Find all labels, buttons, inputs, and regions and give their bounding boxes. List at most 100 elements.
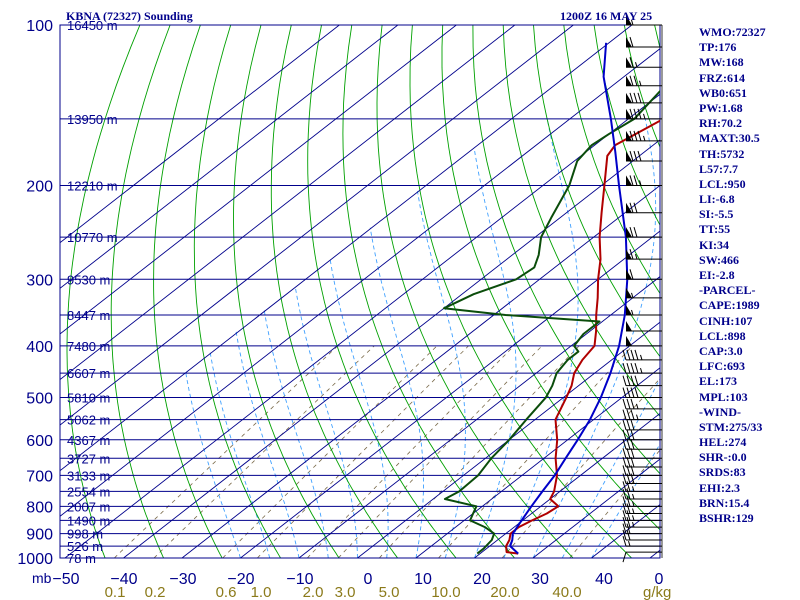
wind-barb <box>622 503 662 514</box>
stat-item: EI:-2.8 <box>699 268 735 282</box>
mixing-ratio-lines <box>114 345 660 558</box>
height-label: 5810 m <box>67 391 110 406</box>
height-label: 4367 m <box>67 433 110 448</box>
wind-barb <box>626 75 662 87</box>
wind-barb-flag <box>630 448 635 459</box>
wind-barb <box>622 349 662 361</box>
wind-barb-flag <box>622 473 627 484</box>
stat-item: MPL:103 <box>699 389 748 404</box>
wind-barb-flag <box>622 363 627 374</box>
wind-barb-flag <box>634 349 639 361</box>
dry-adiabats <box>66 25 800 569</box>
pressure-tick-label: 500 <box>26 391 53 408</box>
pressure-tick-label: 300 <box>26 272 53 289</box>
wind-barb-pennant <box>626 108 632 119</box>
wind-barb <box>622 439 662 450</box>
wind-barb-flag <box>629 269 634 280</box>
height-label: 998 m <box>67 527 103 542</box>
isotherm <box>591 504 660 558</box>
wind-barb <box>622 363 662 374</box>
wind-barb-pennant <box>626 92 632 103</box>
temperature-tick-label: 0 <box>655 571 664 588</box>
wind-barb-flag <box>629 36 634 48</box>
isotherm <box>298 276 660 558</box>
wind-barb-flag <box>622 375 627 386</box>
wind-barb <box>622 456 662 468</box>
isotherm <box>60 48 660 517</box>
sounding-time: 1200Z 16 MAY 25 <box>560 9 653 23</box>
moist-adiabat <box>532 118 657 558</box>
isotherm <box>474 412 660 558</box>
mixing-ratio-tick-label: 0.2 <box>145 584 166 600</box>
wind-barb-flag <box>633 175 638 186</box>
mixing-ratio-line <box>153 345 375 558</box>
wind-barb <box>626 335 662 347</box>
wind-barb <box>622 387 662 399</box>
wind-barb <box>622 448 662 459</box>
wind-barb-flag <box>629 226 634 238</box>
temperature-tick-label: −20 <box>227 571 254 588</box>
isotherm <box>64 93 660 558</box>
wind-barb-flag <box>630 473 635 484</box>
pressure-tick-label: 900 <box>26 527 53 544</box>
wind-barb-pennant <box>626 335 632 346</box>
mixing-ratio-tick-label: 2.0 <box>303 584 324 600</box>
stat-item: WMO:72327 <box>699 25 766 39</box>
stat-item: -PARCEL- <box>699 283 756 298</box>
parcel-trace <box>509 42 629 555</box>
wind-barb-flag <box>626 529 631 541</box>
wind-barb-flag <box>622 510 627 521</box>
stat-item: RH:70.2 <box>699 116 742 131</box>
pressure-unit-label: mb <box>32 570 52 586</box>
wind-barb-flag <box>622 516 627 528</box>
isotherm <box>240 230 660 558</box>
wind-barb-flag <box>622 481 627 492</box>
temperature-tick-label: −40 <box>110 571 137 588</box>
temperature-tick-label: 30 <box>531 571 549 588</box>
wind-barb-flag <box>637 108 642 120</box>
dry-adiabat <box>307 25 457 558</box>
stat-item: L57:7.7 <box>699 161 738 176</box>
height-label: 3727 m <box>67 451 110 466</box>
dry-adiabat <box>66 25 141 558</box>
mixing-ratio-line <box>257 345 469 558</box>
height-label: 2554 m <box>67 484 110 499</box>
wind-barb-half-flag <box>636 403 639 409</box>
wind-barb-flag <box>622 503 627 514</box>
wind-barb-half-flag <box>639 80 642 86</box>
wind-barb-flag <box>622 398 627 409</box>
wind-barb <box>626 175 662 186</box>
wind-barb <box>622 535 662 547</box>
stat-item: PW:1.68 <box>699 100 743 115</box>
height-label: 526 m <box>67 539 103 554</box>
stat-item: MAXT:30.5 <box>699 131 760 146</box>
wind-barb-flag <box>626 465 631 476</box>
stat-item: BSHR:129 <box>699 511 754 525</box>
temperature-tick-label: 0 <box>364 571 373 588</box>
wind-barb-pennant <box>626 37 632 48</box>
wind-barb-pennant <box>626 269 632 280</box>
dry-adiabat <box>776 25 800 569</box>
wind-barb-flag <box>622 523 627 534</box>
wind-barb-flag <box>622 387 627 398</box>
mixing-ratio-tick-label: 5.0 <box>379 584 400 600</box>
stat-item: LCL:950 <box>699 176 746 191</box>
wind-barb-half-flag <box>631 309 634 316</box>
wind-barb-flag <box>629 57 634 68</box>
wind-barb-flag <box>626 488 631 500</box>
pressure-tick-label: 100 <box>26 18 53 35</box>
height-label: 5062 m <box>67 413 110 428</box>
height-label: 13950 m <box>67 112 118 127</box>
stat-item: CAPE:1989 <box>699 298 760 313</box>
wind-barb-flag <box>630 409 635 420</box>
wind-barb-half-flag <box>632 508 635 514</box>
wind-barb-flag <box>629 92 634 104</box>
wind-barb <box>622 496 662 507</box>
stat-item: SRDS:83 <box>699 465 746 480</box>
wind-barb-flag <box>633 92 638 104</box>
mixing-ratio-tick-label: 1.0 <box>251 584 272 600</box>
wind-barb-flag <box>626 448 631 459</box>
wind-barb-pennant <box>626 130 632 141</box>
isotherm <box>123 139 660 558</box>
wind-barb-flag <box>633 202 638 213</box>
